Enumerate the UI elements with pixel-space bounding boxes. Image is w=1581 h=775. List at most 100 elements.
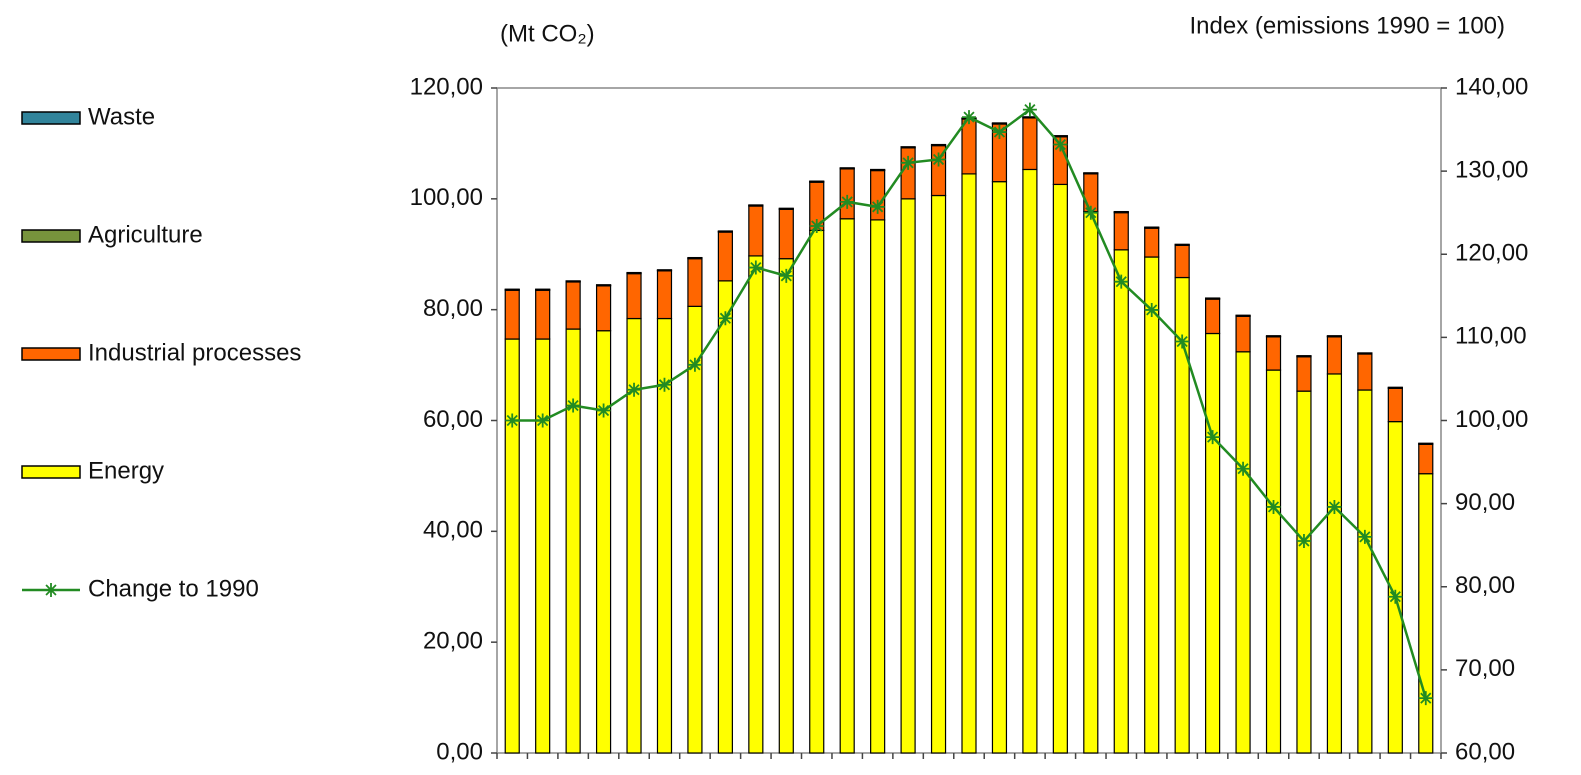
legend-swatch <box>21 465 81 479</box>
y2-tick-label: 130,00 <box>1455 156 1528 183</box>
marker <box>901 155 916 170</box>
y2-tick-label: 100,00 <box>1455 406 1528 433</box>
bar-segment <box>1174 244 1190 279</box>
bar-segment <box>595 330 612 754</box>
bar-segment <box>839 167 855 169</box>
bar-segment <box>748 255 764 754</box>
bar-segment <box>1022 168 1038 754</box>
bar-segment <box>809 229 825 754</box>
bar-segment <box>565 281 581 330</box>
y-tick-label: 60,00 <box>423 406 483 433</box>
y2-tick-label: 90,00 <box>1455 489 1515 516</box>
bar-segment <box>1113 212 1129 251</box>
marker <box>748 260 763 275</box>
y2-axis-title: Index (emissions 1990 = 100) <box>1189 12 1505 39</box>
bar-segment <box>778 207 794 210</box>
bar-segment <box>870 219 886 754</box>
marker <box>1022 102 1037 117</box>
marker <box>1083 205 1098 220</box>
bar-segment <box>1083 210 1099 754</box>
bar-segment <box>961 173 977 754</box>
bar-segment <box>1144 227 1160 258</box>
bar-segment <box>1296 356 1312 392</box>
marker <box>1266 499 1281 514</box>
marker <box>1114 274 1129 289</box>
bar-segment <box>1357 352 1373 355</box>
bar-segment <box>778 208 794 260</box>
bar-segment <box>1022 117 1038 171</box>
bar-segment <box>504 288 520 291</box>
marker <box>779 268 794 283</box>
legend-swatch <box>21 347 81 361</box>
bar-segment <box>1387 387 1403 423</box>
marker <box>1205 430 1220 445</box>
bar-segment <box>991 122 1008 125</box>
legend-swatch <box>21 111 81 125</box>
bar-segment <box>687 305 703 754</box>
marker <box>657 377 672 392</box>
legend-swatch <box>21 229 81 243</box>
bar-segment <box>535 288 551 291</box>
bar-segment <box>1205 298 1221 335</box>
bar-segment <box>1357 389 1373 754</box>
legend-marker <box>44 583 58 597</box>
marker <box>1175 334 1190 349</box>
y2-tick-label: 70,00 <box>1455 655 1515 682</box>
bar-segment <box>809 180 825 183</box>
bar-segment <box>1174 243 1190 246</box>
legend-label: Change to 1990 <box>88 575 259 602</box>
bar-segment <box>839 168 855 220</box>
bar-segment <box>717 231 733 282</box>
bar-segment <box>626 273 642 320</box>
bar-segment <box>1144 256 1160 754</box>
bar-segment <box>839 218 855 754</box>
y-tick-label: 40,00 <box>423 517 483 544</box>
bar-segment <box>1387 386 1403 389</box>
y2-tick-label: 80,00 <box>1455 572 1515 599</box>
marker <box>687 357 702 372</box>
marker <box>1388 589 1403 604</box>
marker <box>1418 691 1433 706</box>
bar-segment <box>1235 315 1251 353</box>
bar-segment <box>1265 369 1282 754</box>
bar-segment <box>626 271 642 274</box>
bar-segment <box>687 256 703 259</box>
marker <box>1144 302 1159 317</box>
bar-segment <box>1052 135 1068 137</box>
y-axis-title: (Mt CO₂) <box>500 20 595 47</box>
marker <box>1357 529 1372 544</box>
bar-segment <box>1418 443 1434 475</box>
bar-segment <box>1418 442 1434 445</box>
marker <box>718 311 733 326</box>
bar-segment <box>1326 335 1343 337</box>
bar-segment <box>1235 351 1251 754</box>
bar-segment <box>870 168 886 171</box>
marker <box>962 110 976 125</box>
bar-segment <box>1326 373 1343 754</box>
bar-segment <box>1174 276 1190 754</box>
bar-segment <box>930 194 947 754</box>
marker <box>535 413 550 428</box>
marker <box>596 403 611 418</box>
bar-segment <box>1052 183 1068 754</box>
bar-segment <box>535 338 551 754</box>
y-tick-label: 20,00 <box>423 628 483 655</box>
legend-label: Agriculture <box>88 221 203 248</box>
marker <box>1053 137 1068 152</box>
y2-tick-label: 120,00 <box>1455 240 1528 267</box>
bar-segment <box>595 284 612 286</box>
y-tick-label: 0,00 <box>436 738 483 765</box>
bar-segment <box>900 147 916 200</box>
bar-segment <box>1265 336 1282 371</box>
bar-segment <box>900 146 916 148</box>
marker <box>992 125 1007 140</box>
bar-segment <box>1296 390 1312 754</box>
bar-segment <box>1296 355 1312 357</box>
bar-segment <box>1144 226 1160 229</box>
bar-segment <box>1235 314 1251 317</box>
y2-tick-label: 110,00 <box>1455 323 1527 350</box>
y-tick-label: 120,00 <box>410 73 483 100</box>
bar-segment <box>748 204 764 207</box>
bar-segment <box>1357 353 1373 391</box>
